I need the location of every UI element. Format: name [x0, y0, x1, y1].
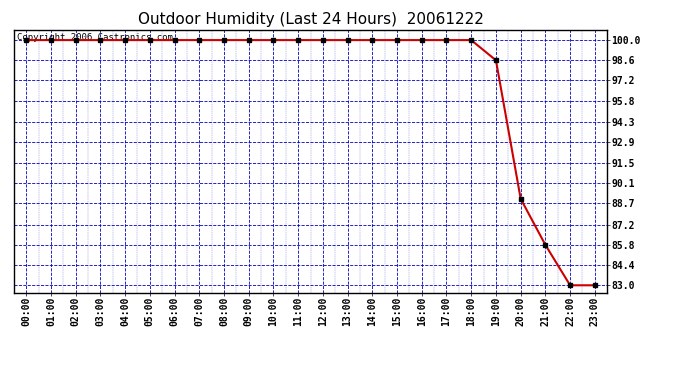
Text: Copyright 2006 Castronics.com: Copyright 2006 Castronics.com [17, 33, 172, 42]
Title: Outdoor Humidity (Last 24 Hours)  20061222: Outdoor Humidity (Last 24 Hours) 2006122… [137, 12, 484, 27]
